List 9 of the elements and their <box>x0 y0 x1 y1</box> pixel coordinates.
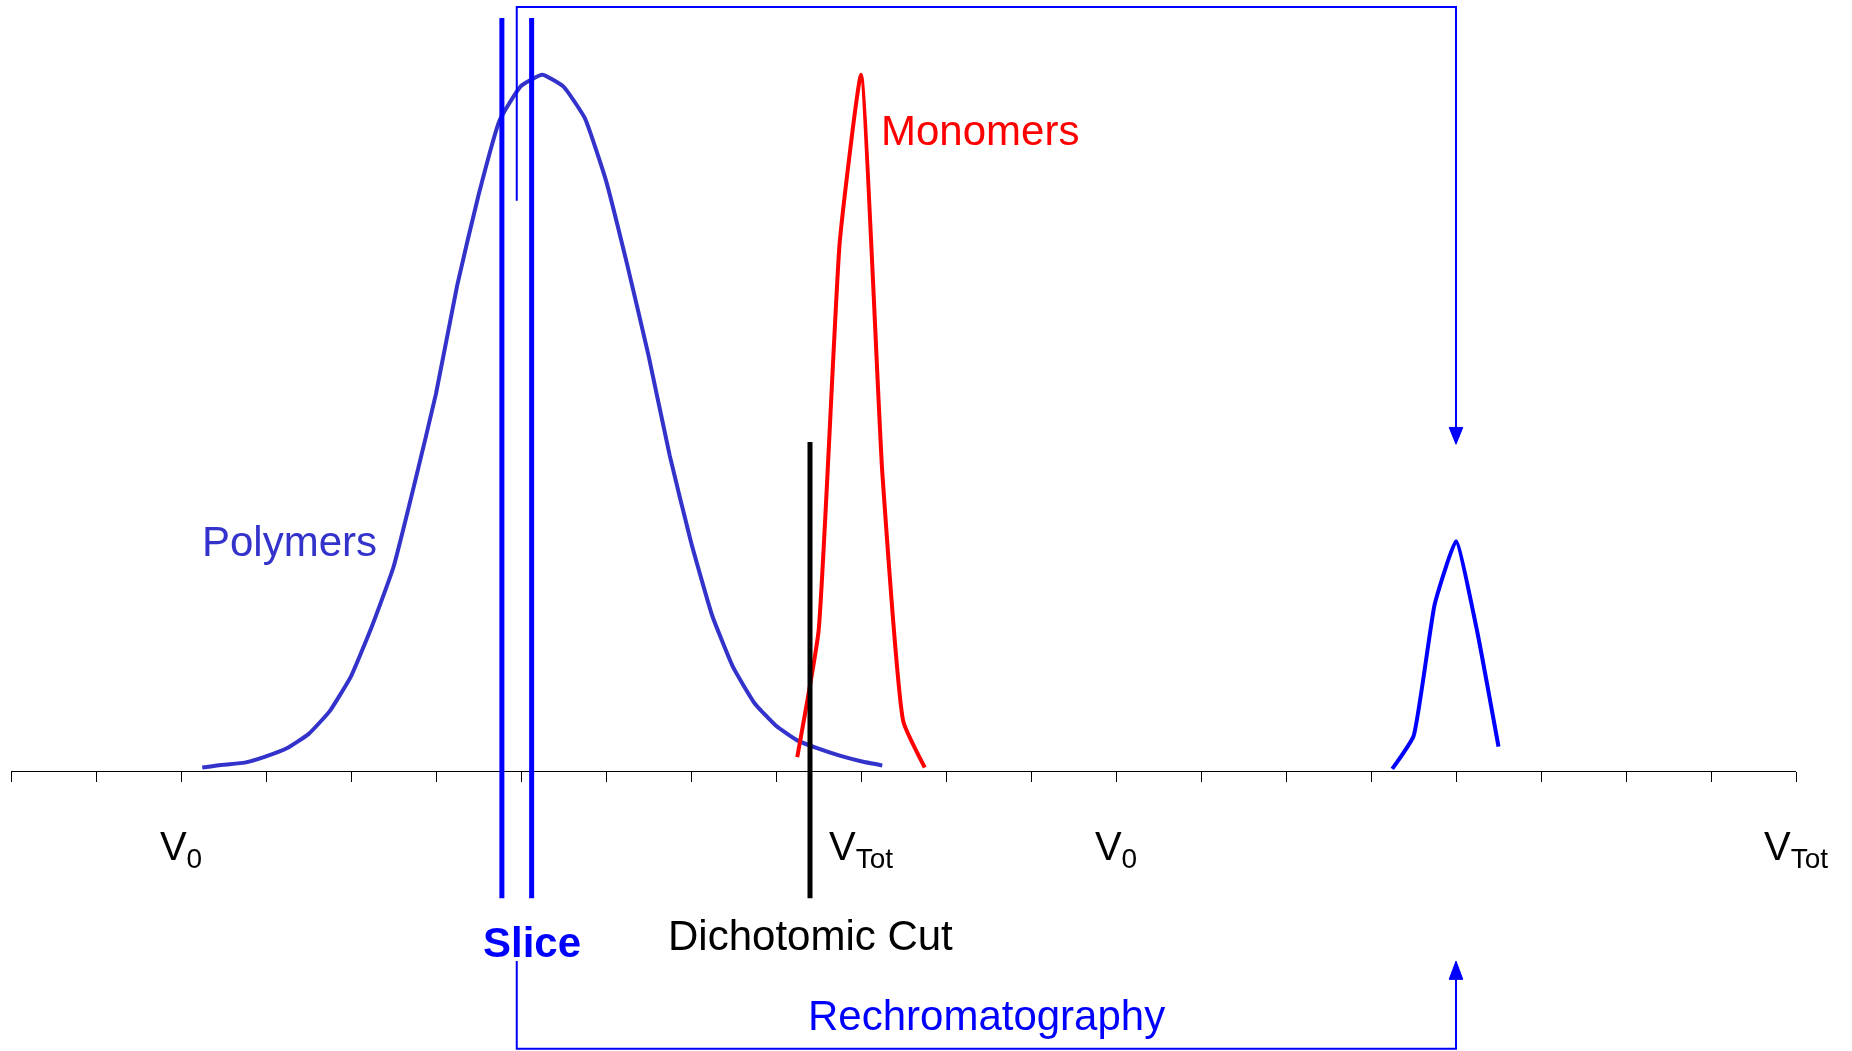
series-label: Polymers <box>202 518 378 565</box>
x-tick-label: V$_{Tot}$ <box>828 824 894 875</box>
x-tick-label: V$_{Tot}$ <box>1763 824 1829 875</box>
x-tick-label: V$_{0}$ <box>159 824 203 875</box>
series-label: Monomers <box>881 107 1080 154</box>
text: Slice <box>483 919 582 966</box>
text: Dichotomic Cut <box>668 912 954 959</box>
x-tick-label: V$_{0}$ <box>1094 824 1138 875</box>
text: Rechromatography <box>808 992 1166 1039</box>
